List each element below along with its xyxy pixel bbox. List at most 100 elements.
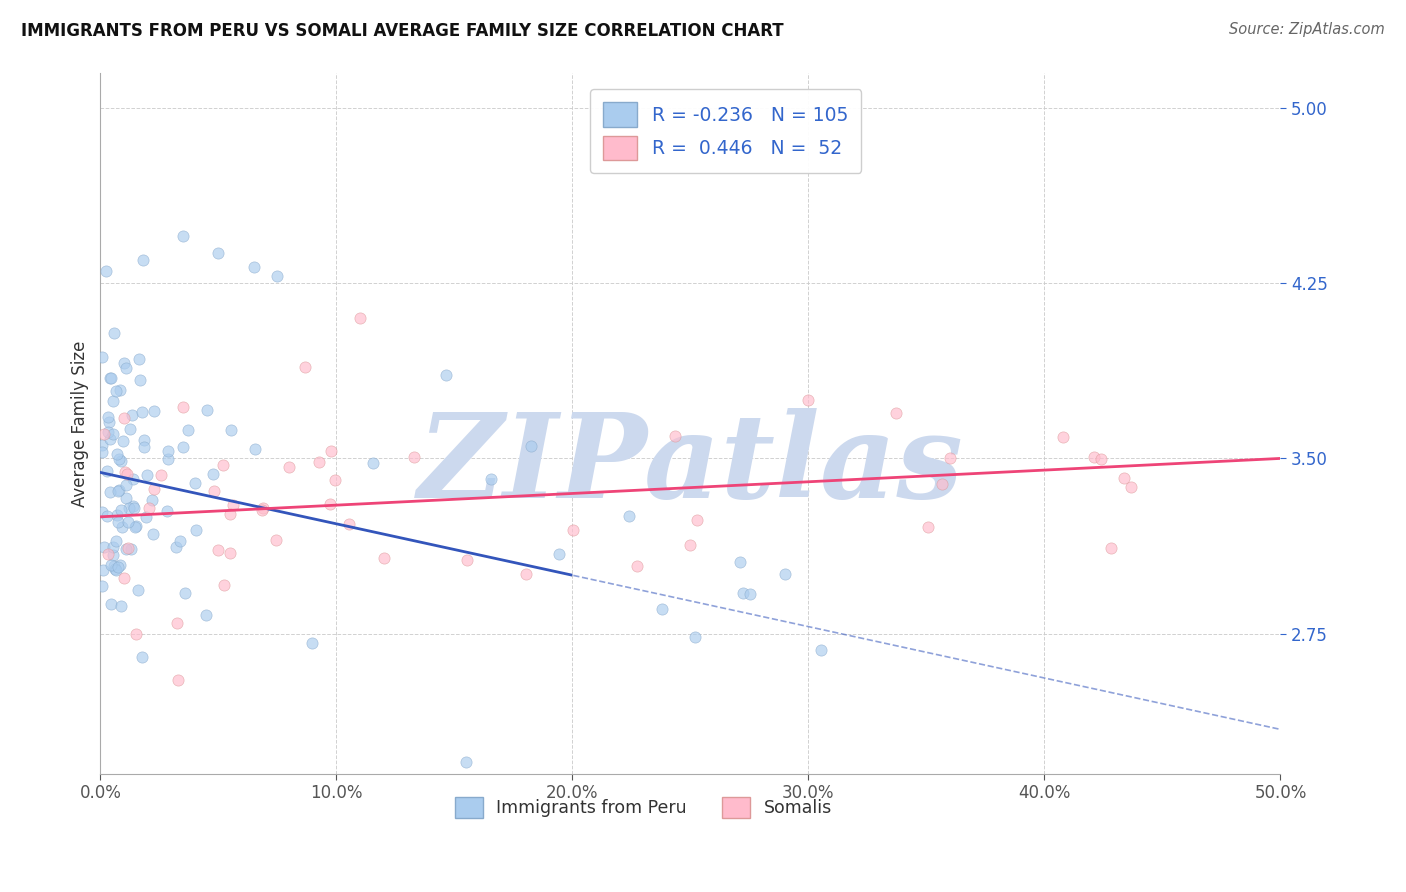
Point: [1114, 471, 1136, 485]
Point: [97, 410, 120, 425]
Point: [917, 520, 939, 534]
Point: [219, 507, 242, 521]
Point: [111, 434, 134, 449]
Point: [266, 533, 288, 547]
Point: [939, 451, 962, 466]
Point: [172, 401, 194, 415]
Point: [931, 477, 953, 491]
Point: [349, 311, 371, 326]
Point: [195, 403, 218, 417]
Point: [174, 586, 197, 600]
Point: [308, 455, 330, 469]
Point: [651, 601, 673, 615]
Point: [128, 351, 150, 366]
Point: [98, 432, 121, 446]
Point: [114, 361, 136, 376]
Point: [117, 541, 139, 556]
Text: IMMIGRANTS FROM PERU VS SOMALI AVERAGE FAMILY SIZE CORRELATION CHART: IMMIGRANTS FROM PERU VS SOMALI AVERAGE F…: [21, 22, 783, 40]
Text: ZIPatlas: ZIPatlas: [418, 408, 963, 523]
Point: [202, 467, 225, 481]
Point: [104, 563, 127, 577]
Point: [94, 264, 117, 278]
Point: [685, 630, 707, 644]
Legend: Immigrants from Peru, Somalis: Immigrants from Peru, Somalis: [447, 789, 838, 825]
Point: [93, 540, 115, 554]
Text: Source: ZipAtlas.com: Source: ZipAtlas.com: [1229, 22, 1385, 37]
Point: [125, 626, 148, 640]
Point: [108, 558, 131, 572]
Point: [797, 392, 820, 407]
Point: [1052, 430, 1074, 444]
Point: [184, 476, 207, 491]
Point: [114, 465, 136, 479]
Point: [186, 523, 208, 537]
Point: [112, 411, 135, 425]
Point: [115, 467, 138, 481]
Point: [136, 468, 159, 483]
Point: [121, 408, 143, 422]
Point: [1119, 480, 1142, 494]
Point: [165, 540, 187, 554]
Point: [110, 599, 132, 613]
Point: [100, 597, 122, 611]
Point: [122, 501, 145, 516]
Point: [169, 534, 191, 549]
Point: [110, 453, 132, 467]
Point: [107, 515, 129, 529]
Point: [118, 501, 141, 516]
Point: [481, 472, 503, 486]
Point: [561, 524, 583, 538]
Point: [515, 566, 537, 581]
Point: [361, 456, 384, 470]
Point: [172, 229, 194, 244]
Point: [294, 359, 316, 374]
Point: [1090, 451, 1112, 466]
Point: [101, 393, 124, 408]
Point: [212, 458, 235, 472]
Point: [1099, 541, 1122, 556]
Point: [114, 541, 136, 556]
Point: [142, 404, 165, 418]
Point: [112, 356, 135, 370]
Point: [456, 755, 478, 769]
Point: [97, 548, 120, 562]
Point: [222, 498, 245, 512]
Point: [194, 608, 217, 623]
Point: [207, 543, 229, 558]
Point: [134, 434, 156, 448]
Point: [108, 384, 131, 398]
Point: [143, 482, 166, 496]
Point: [107, 559, 129, 574]
Point: [107, 447, 129, 461]
Point: [103, 559, 125, 574]
Point: [90, 505, 112, 519]
Point: [277, 460, 299, 475]
Point: [127, 582, 149, 597]
Point: [319, 443, 342, 458]
Point: [212, 578, 235, 592]
Point: [319, 496, 342, 510]
Point: [337, 516, 360, 531]
Point: [111, 520, 134, 534]
Point: [131, 405, 153, 419]
Point: [110, 502, 132, 516]
Point: [124, 520, 146, 534]
Point: [117, 515, 139, 529]
Point: [626, 559, 648, 574]
Point: [773, 566, 796, 581]
Y-axis label: Average Family Size: Average Family Size: [72, 340, 89, 507]
Point: [103, 326, 125, 340]
Point: [404, 450, 426, 464]
Point: [101, 426, 124, 441]
Point: [167, 673, 190, 688]
Point: [156, 504, 179, 518]
Point: [731, 586, 754, 600]
Point: [150, 467, 173, 482]
Point: [91, 437, 114, 451]
Point: [520, 439, 543, 453]
Point: [456, 553, 478, 567]
Point: [301, 636, 323, 650]
Point: [219, 423, 242, 437]
Point: [91, 445, 114, 459]
Point: [105, 508, 128, 522]
